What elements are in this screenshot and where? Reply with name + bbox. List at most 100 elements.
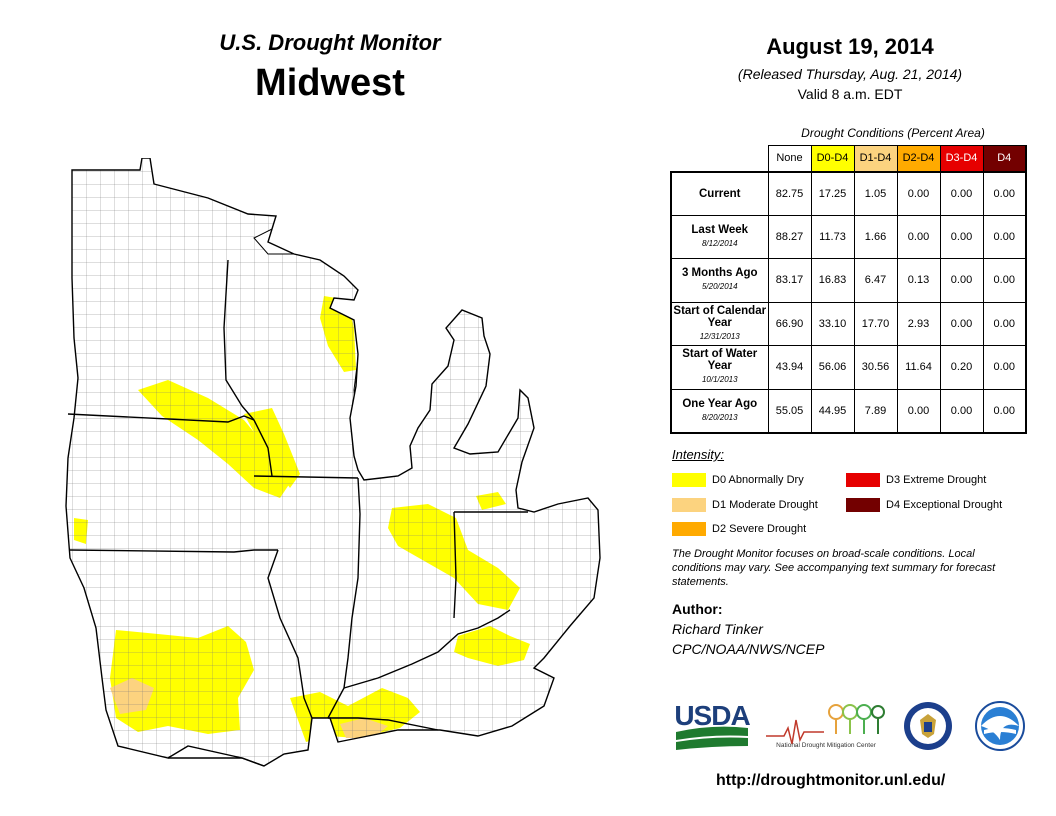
row-label: Current bbox=[670, 170, 769, 216]
table-cell: 0.00 bbox=[939, 214, 984, 259]
state-boundaries bbox=[65, 158, 601, 767]
row-label-text: Start of Water Year bbox=[682, 348, 758, 373]
legend-item-d4: D4 Exceptional Drought bbox=[846, 498, 1002, 512]
table-cell: 17.25 bbox=[810, 170, 855, 216]
noaa-seal bbox=[975, 701, 1025, 751]
release-note: (Released Thursday, Aug. 21, 2014) bbox=[737, 66, 963, 82]
intensity-heading: Intensity: bbox=[672, 447, 725, 462]
legend-item-d2: D2 Severe Drought bbox=[672, 522, 806, 536]
author-org: CPC/NOAA/NWS/NCEP bbox=[672, 641, 825, 657]
author-name: Richard Tinker bbox=[672, 621, 763, 637]
table-cell: 0.00 bbox=[982, 301, 1027, 346]
table-row: Current 82.75 17.25 1.05 0.00 0.00 0.00 bbox=[670, 170, 1027, 216]
table-cell: 83.17 bbox=[767, 258, 812, 303]
row-date: 12/31/2013 bbox=[699, 331, 740, 341]
conditions-caption: Drought Conditions (Percent Area) bbox=[801, 126, 985, 140]
county-lines bbox=[66, 158, 600, 766]
table-row: 3 Months Ago 5/20/2014 83.17 16.83 6.47 0.13 0… bbox=[670, 258, 1027, 303]
table-cell: 1.05 bbox=[853, 170, 898, 216]
usda-logo bbox=[676, 726, 748, 750]
row-label: One Year Ago 8/20/2013 bbox=[670, 388, 769, 434]
table-row: Start of Calendar Year 12/31/2013 66.90 33.… bbox=[670, 301, 1027, 346]
table-cell: 0.00 bbox=[982, 345, 1027, 390]
legend-swatch bbox=[846, 473, 880, 487]
table-cell: 0.00 bbox=[939, 388, 984, 434]
column-header: D3-D4 bbox=[939, 145, 984, 172]
ndmc-name: National Drought Mitigation Center bbox=[776, 742, 876, 749]
table-cell: 0.13 bbox=[896, 258, 941, 303]
table-cell: 11.64 bbox=[896, 345, 941, 390]
table-cell: 0.00 bbox=[896, 170, 941, 216]
legend-item-d3: D3 Extreme Drought bbox=[846, 473, 986, 487]
legend-swatch bbox=[846, 498, 880, 512]
legend-label: D1 Moderate Drought bbox=[712, 499, 818, 511]
date-block: August 19, 2014 (Released Thursday, Aug.… bbox=[690, 34, 1010, 102]
table-cell: 55.05 bbox=[767, 388, 812, 434]
commerce-seal bbox=[904, 702, 952, 750]
table-cell: 33.10 bbox=[810, 301, 855, 346]
table-cell: 2.93 bbox=[896, 301, 941, 346]
row-label-text: Current bbox=[698, 187, 741, 200]
table-cell: 1.66 bbox=[853, 214, 898, 259]
author-heading: Author: bbox=[672, 601, 723, 617]
table-row: One Year Ago 8/20/2013 55.05 44.95 7.89 0.00 0… bbox=[670, 388, 1027, 434]
table-cell: 44.95 bbox=[810, 388, 855, 434]
table-cell: 43.94 bbox=[767, 345, 812, 390]
row-label: Start of Water Year 10/1/2013 bbox=[670, 345, 769, 390]
table-corner bbox=[671, 146, 768, 172]
table-cell: 0.00 bbox=[982, 170, 1027, 216]
title-block: U.S. Drought Monitor Midwest bbox=[150, 30, 510, 105]
table-cell: 30.56 bbox=[853, 345, 898, 390]
column-header: D1-D4 bbox=[853, 145, 898, 172]
table-header-row: None D0-D4 D1-D4 D2-D4 D3-D4 D4 bbox=[671, 145, 1027, 172]
legend-label: D4 Exceptional Drought bbox=[886, 499, 1003, 511]
legend-label: D0 Abnormally Dry bbox=[712, 474, 804, 486]
drought-conditions-table: None D0-D4 D1-D4 D2-D4 D3-D4 D4 Current 8… bbox=[670, 145, 1027, 434]
table-cell: 0.00 bbox=[896, 214, 941, 259]
legend-item-d1: D1 Moderate Drought bbox=[672, 498, 818, 512]
table-cell: 16.83 bbox=[810, 258, 855, 303]
table-cell: 82.75 bbox=[767, 170, 812, 216]
map-date: August 19, 2014 bbox=[766, 34, 934, 59]
table-row: Last Week 8/12/2014 88.27 11.73 1.66 0.00 0.00… bbox=[670, 214, 1027, 259]
row-label: Start of Calendar Year 12/31/2013 bbox=[670, 301, 769, 346]
table-cell: 0.00 bbox=[896, 388, 941, 434]
row-date: 10/1/2013 bbox=[701, 375, 738, 385]
table-row: Start of Water Year 10/1/2013 43.94 56.06 30… bbox=[670, 345, 1027, 390]
table-cell: 66.90 bbox=[767, 301, 812, 346]
column-header: D2-D4 bbox=[896, 145, 941, 172]
row-label-text: 3 Months Ago bbox=[681, 267, 758, 280]
row-label-text: Start of Calendar Year bbox=[673, 304, 767, 329]
table-cell: 0.20 bbox=[939, 345, 984, 390]
legend-label: D2 Severe Drought bbox=[712, 523, 807, 535]
table-cell: 6.47 bbox=[853, 258, 898, 303]
website-link[interactable]: http://droughtmonitor.unl.edu/ bbox=[716, 772, 946, 789]
column-header: None bbox=[767, 145, 812, 172]
table-cell: 88.27 bbox=[767, 214, 812, 259]
legend-swatch bbox=[672, 522, 706, 536]
row-label-text: Last Week bbox=[691, 223, 749, 236]
legend-swatch bbox=[672, 498, 706, 512]
row-date: 8/20/2013 bbox=[701, 412, 738, 422]
table-cell: 0.00 bbox=[982, 258, 1027, 303]
disclaimer-text: The Drought Monitor focuses on broad-sca… bbox=[672, 548, 996, 588]
table-cell: 0.00 bbox=[939, 170, 984, 216]
row-label-text: One Year Ago bbox=[682, 397, 758, 410]
row-date: 5/20/2014 bbox=[701, 282, 738, 292]
table-cell: 0.00 bbox=[982, 388, 1027, 434]
drought-map bbox=[65, 158, 601, 767]
table-cell: 0.00 bbox=[939, 301, 984, 346]
row-label: 3 Months Ago 5/20/2014 bbox=[670, 258, 769, 303]
row-label: Last Week 8/12/2014 bbox=[670, 214, 769, 259]
row-date: 8/12/2014 bbox=[701, 238, 738, 248]
legend-label: D3 Extreme Drought bbox=[886, 474, 987, 486]
ndmc-logo bbox=[766, 704, 885, 745]
table-cell: 0.00 bbox=[939, 258, 984, 303]
region-title: Midwest bbox=[255, 62, 405, 104]
column-header: D4 bbox=[982, 145, 1027, 172]
monitor-title: U.S. Drought Monitor bbox=[219, 30, 441, 55]
column-header: D0-D4 bbox=[810, 145, 855, 172]
table-cell: 56.06 bbox=[810, 345, 855, 390]
valid-time: Valid 8 a.m. EDT bbox=[797, 86, 903, 102]
legend-swatch bbox=[672, 473, 706, 487]
